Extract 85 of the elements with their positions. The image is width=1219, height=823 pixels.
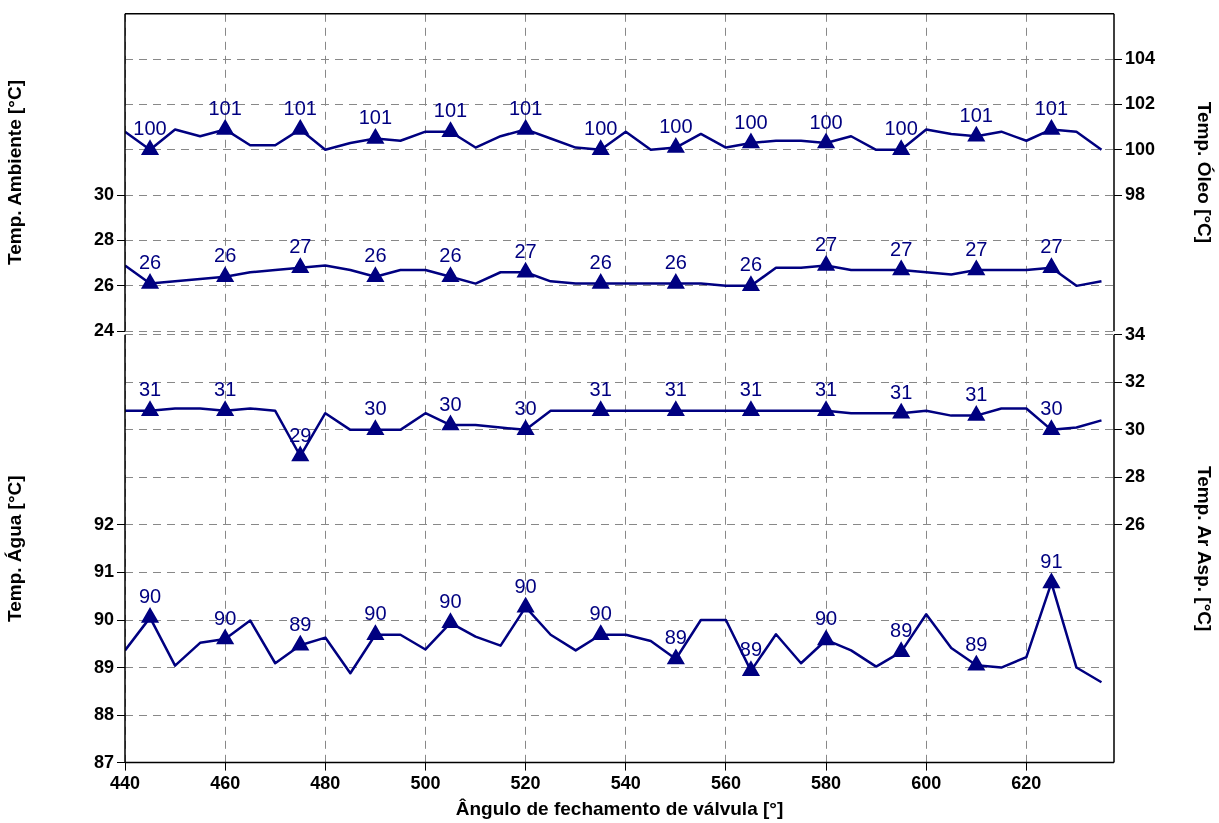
data-label: 91	[1040, 550, 1063, 573]
data-label: 26	[664, 251, 687, 274]
data-label: 27	[890, 237, 913, 260]
x-axis-title: Ângulo de fechamento de válvula [°]	[455, 797, 784, 819]
data-label: 31	[965, 383, 988, 406]
data-label: 101	[508, 96, 543, 119]
data-label: 27	[514, 239, 537, 262]
data-label: 26	[138, 251, 162, 274]
data-label: 31	[664, 378, 687, 401]
data-label: 27	[289, 235, 312, 258]
y-tick-label: 92	[93, 513, 114, 534]
y-tick-label: 30	[93, 184, 114, 205]
data-label: 90	[138, 585, 162, 608]
data-label: 90	[214, 606, 237, 629]
data-label: 90	[514, 574, 537, 597]
y2-tick-label: 100	[1125, 138, 1156, 159]
data-label: 90	[364, 602, 387, 625]
data-label: 26	[364, 244, 387, 267]
y2-tick-label: 102	[1125, 93, 1156, 114]
y-tick-label: 87	[93, 751, 114, 772]
y2-tick-label: 30	[1125, 418, 1146, 439]
data-label: 89	[890, 619, 913, 642]
data-label: 101	[358, 106, 393, 129]
y2-axis-title: Temp. Ar Asp. [°C]	[1194, 466, 1216, 632]
x-tick-label: 540	[610, 773, 641, 794]
data-label: 27	[814, 232, 838, 255]
y2-tick-label: 98	[1125, 184, 1146, 205]
y-tick-label: 91	[93, 561, 114, 582]
data-label: 26	[739, 253, 763, 276]
data-label: 100	[659, 115, 693, 138]
x-tick-label: 460	[210, 773, 241, 794]
data-label: 30	[439, 392, 462, 415]
data-label: 30	[514, 397, 537, 420]
data-label: 31	[214, 378, 237, 401]
y-axis-title: Temp. Ambiente [°C]	[3, 80, 25, 265]
data-label: 26	[214, 244, 237, 267]
data-label: 101	[433, 99, 468, 122]
x-tick-label: 440	[109, 773, 141, 794]
data-label: 31	[890, 380, 913, 403]
data-label: 100	[584, 117, 618, 140]
y-tick-label: 90	[93, 608, 114, 629]
data-label: 100	[884, 117, 918, 140]
data-label: 26	[589, 251, 612, 274]
x-tick-label: 600	[911, 773, 942, 794]
data-label: 31	[739, 378, 763, 401]
data-label: 101	[208, 96, 242, 119]
x-tick-label: 480	[310, 773, 341, 794]
data-label: 100	[809, 110, 843, 133]
y2-tick-label: 34	[1125, 323, 1146, 344]
y-tick-label: 24	[93, 320, 114, 341]
y-tick-label: 26	[93, 274, 114, 295]
y2-axis-title: Temp. Óleo [°C]	[1194, 101, 1216, 244]
data-label: 30	[364, 397, 387, 420]
data-label: 29	[289, 423, 312, 446]
data-label: 89	[664, 626, 687, 649]
x-tick-label: 580	[811, 773, 842, 794]
data-label: 31	[138, 378, 162, 401]
y2-tick-label: 32	[1125, 371, 1146, 392]
data-label: 101	[283, 96, 317, 119]
x-tick-label: 520	[510, 773, 541, 794]
y2-tick-label: 28	[1125, 466, 1146, 487]
data-label: 101	[1034, 96, 1069, 119]
y-axis-title: Temp. Água [°C]	[3, 475, 25, 622]
y-tick-label: 88	[93, 704, 114, 725]
data-label: 27	[965, 237, 988, 260]
data-label: 31	[814, 378, 838, 401]
y-tick-label: 89	[93, 656, 114, 677]
x-tick-label: 560	[710, 773, 741, 794]
data-label: 89	[965, 632, 988, 655]
data-label: 101	[959, 103, 993, 126]
data-label: 100	[133, 117, 167, 140]
data-label: 90	[589, 602, 612, 625]
y-tick-label: 28	[93, 229, 114, 250]
y2-tick-label: 26	[1125, 513, 1146, 534]
data-label: 31	[589, 378, 612, 401]
x-tick-label: 500	[410, 773, 441, 794]
data-label: 30	[1040, 397, 1063, 420]
data-label: 26	[439, 244, 462, 267]
data-label: 89	[289, 612, 312, 635]
x-tick-label: 620	[1011, 773, 1042, 794]
data-label: 90	[814, 607, 838, 630]
y2-tick-label: 104	[1125, 48, 1156, 69]
data-label: 100	[734, 110, 768, 133]
data-label: 27	[1040, 235, 1063, 258]
data-label: 90	[439, 590, 462, 613]
